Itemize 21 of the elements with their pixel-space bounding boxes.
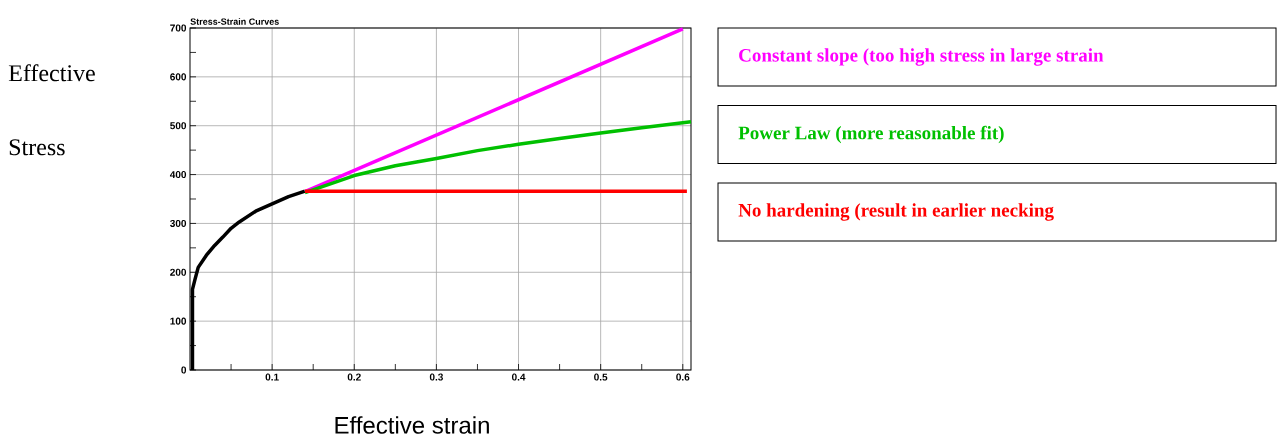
- text: Power Law (more reasonable fit): [738, 125, 1004, 144]
- text: No hardening (result in earlier necking: [738, 203, 1054, 221]
- y-tick-label: 0: [181, 366, 187, 374]
- y-tick-label: 500: [170, 122, 187, 130]
- y-tick-label: 700: [170, 24, 187, 32]
- x-tick-label: 0.4: [511, 373, 526, 381]
- y-tick-label: 300: [170, 219, 187, 227]
- line-series: [303, 120, 693, 195]
- y-tick-label: 600: [170, 73, 187, 81]
- y-tick-label: 200: [170, 268, 187, 276]
- text: Constant slope (too high stress in large strain: [739, 48, 1104, 66]
- y-tick-label: 100: [170, 317, 187, 325]
- y-tick-label: 400: [169, 171, 187, 179]
- x-tick-label: 0.3: [429, 373, 443, 381]
- text: Effective Stress: [8, 64, 95, 156]
- chart-title: Stress-Strain Curves: [190, 18, 279, 25]
- x-axis-title: Effective strain: [335, 416, 489, 434]
- x-tick-label: 0.5: [594, 373, 608, 381]
- x-tick-label: 0.1: [265, 373, 279, 381]
- x-tick-label: 0.6: [676, 373, 690, 381]
- x-tick-label: 0.2: [347, 373, 361, 381]
